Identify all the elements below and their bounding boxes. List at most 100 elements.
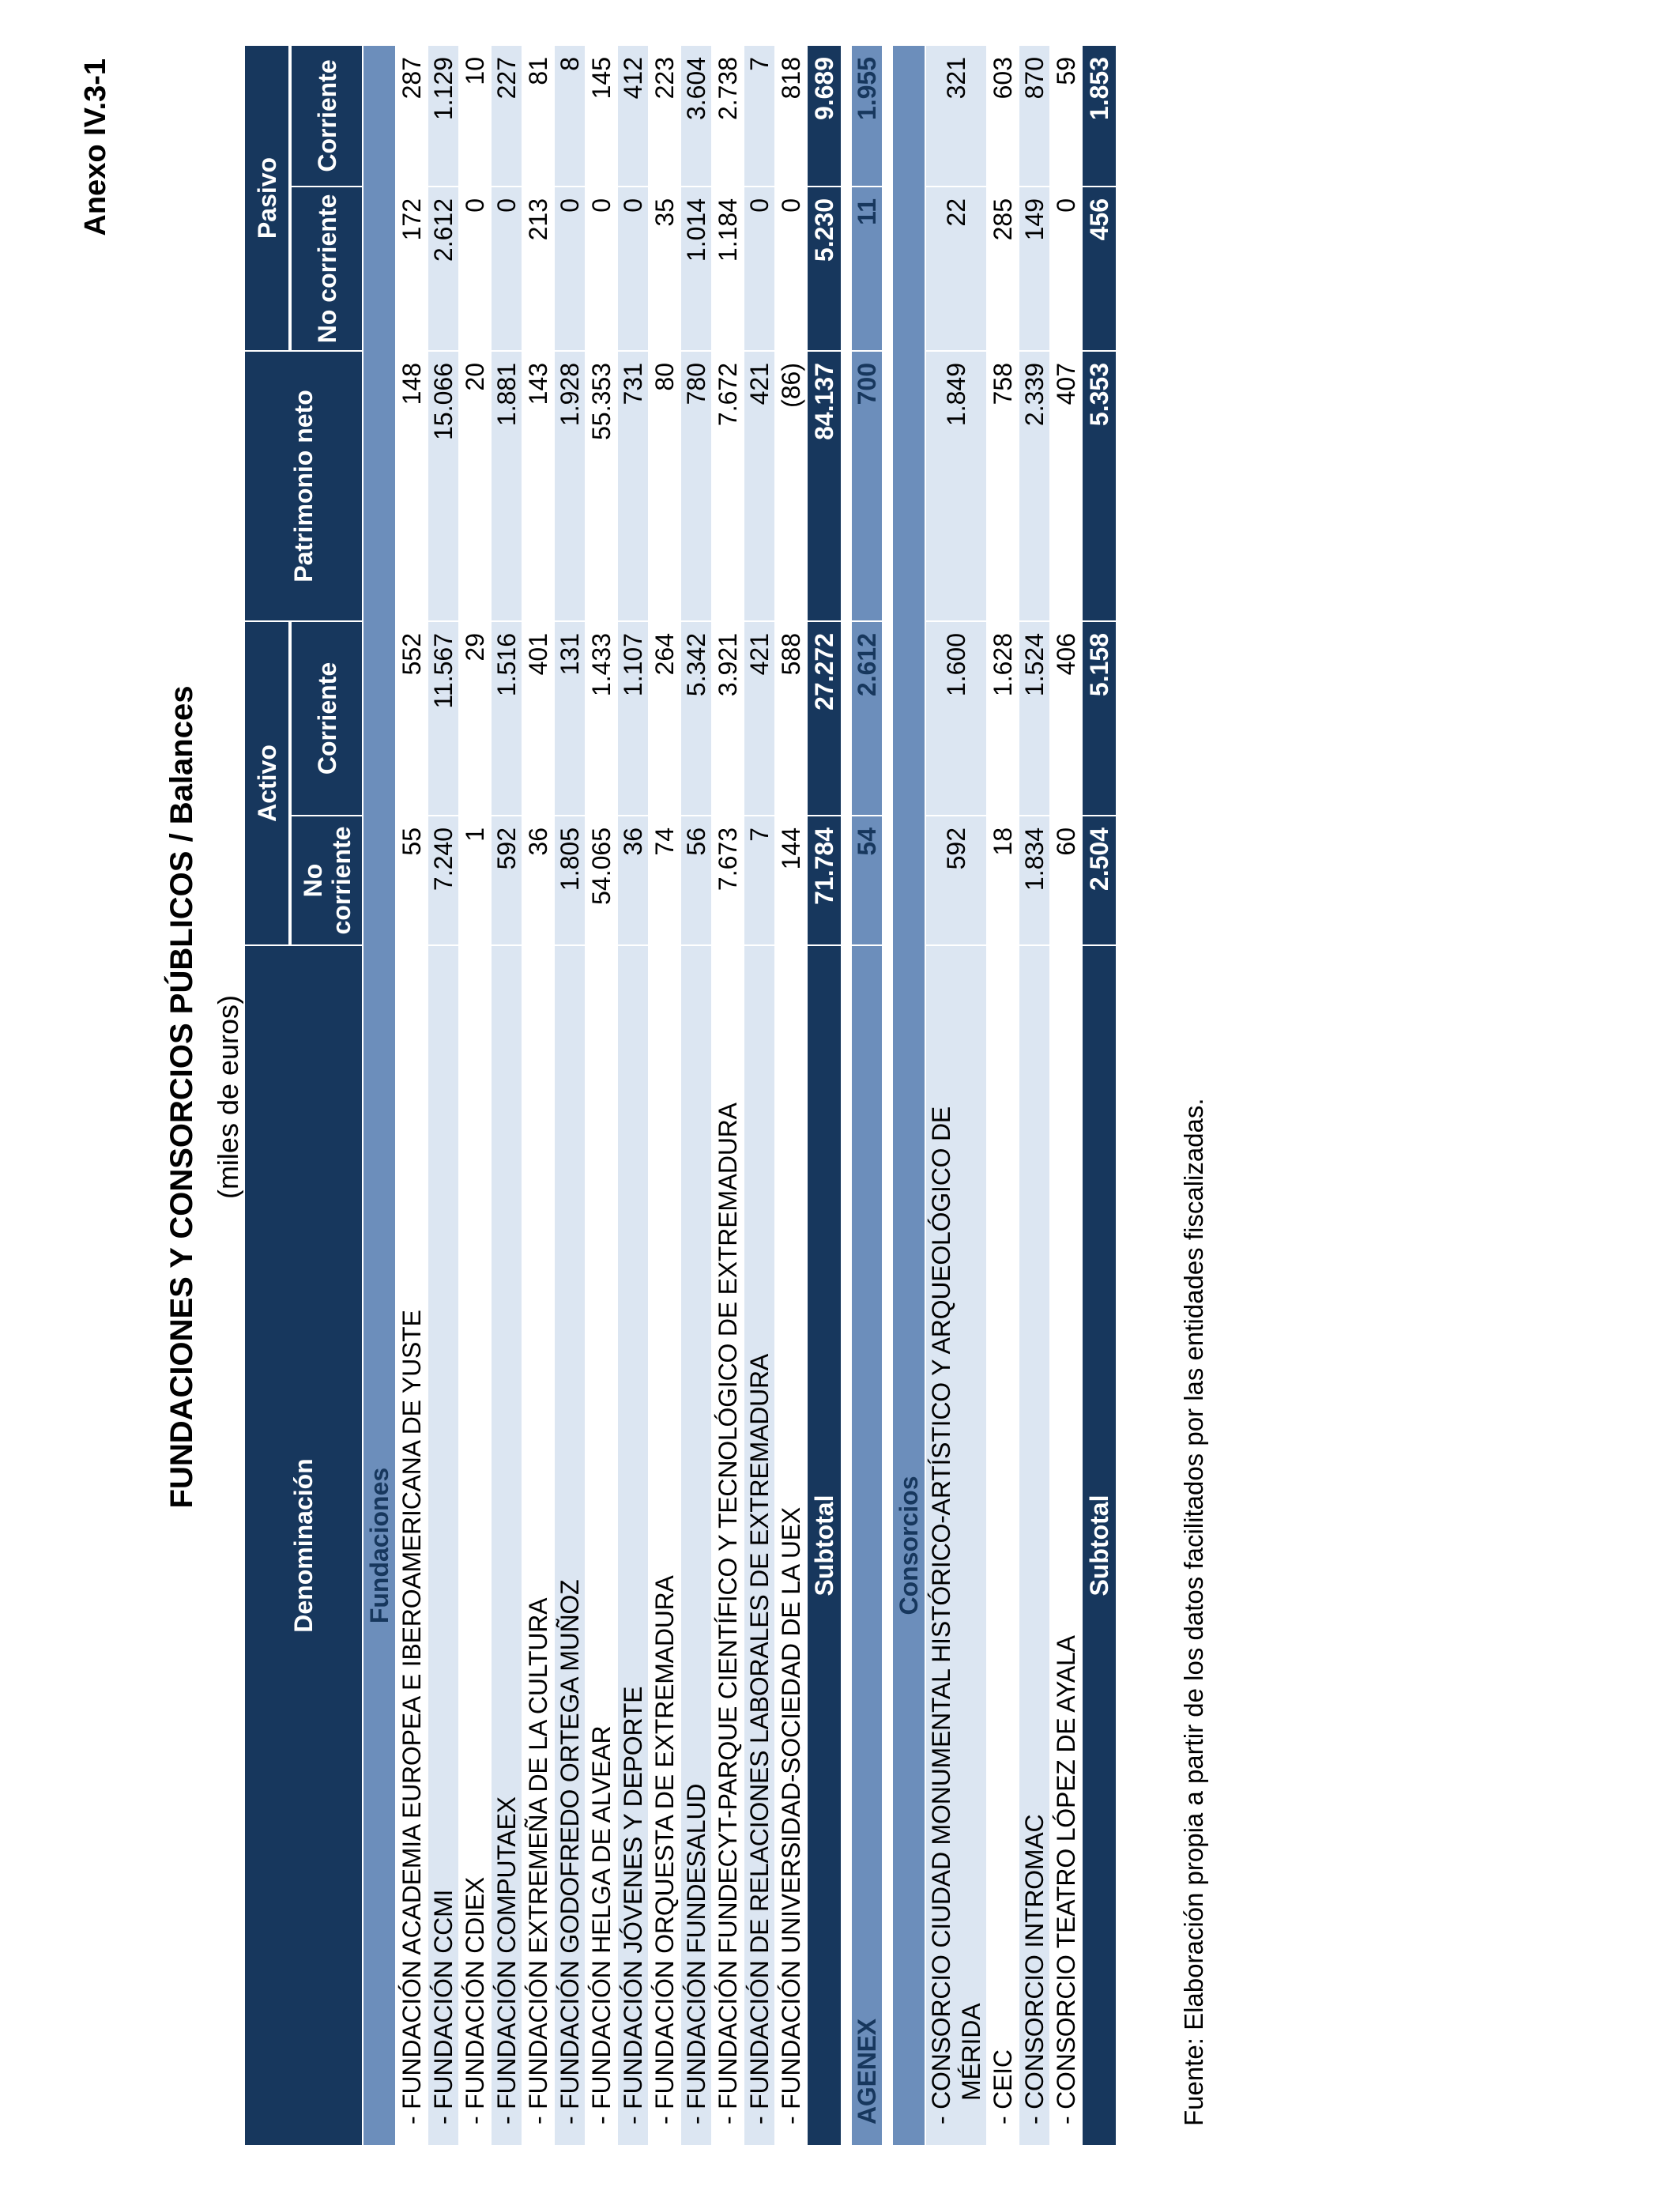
header-activo-corriente: Corriente	[290, 620, 363, 816]
value-cell: 7.673	[712, 816, 744, 945]
value-cell: 1.849	[925, 350, 987, 621]
entity-name: - FUNDACIÓN DE RELACIONES LABORALES DE E…	[745, 1353, 774, 2124]
table-body: Fundaciones - FUNDACIÓN ACADEMIA EUROPEA …	[363, 44, 1117, 2146]
value-cell: 22	[925, 186, 987, 351]
header-activo: Activo	[244, 620, 290, 945]
value-cell: 401	[522, 620, 554, 816]
entity-name-cell: - FUNDACIÓN EXTREMEÑA DE LA CULTURA	[522, 945, 554, 2146]
value-cell: 603	[987, 44, 1019, 187]
value-cell: 1.516	[491, 620, 522, 816]
value-cell: 7.240	[428, 816, 459, 945]
value-cell: 0	[775, 186, 807, 351]
value-cell: 0	[1050, 186, 1082, 351]
value-cell: 1.834	[1019, 816, 1050, 945]
value-cell: 1.805	[554, 816, 586, 945]
section-row: Fundaciones	[363, 44, 396, 2146]
header-activo-no-corriente: No corriente	[290, 816, 363, 945]
value-cell: 148	[396, 350, 428, 621]
entity-name-line2: MÉRIDA	[957, 2003, 985, 2101]
table-header: Denominación Activo Patrimonio neto Pasi…	[244, 44, 363, 2146]
subtotal-value-cell: 84.137	[807, 350, 842, 621]
table-row: - FUNDACIÓN UNIVERSIDAD-SOCIEDAD DE LA U…	[775, 44, 807, 2146]
table-row: - FUNDACIÓN ACADEMIA EUROPEA E IBEROAMER…	[396, 44, 428, 2146]
value-cell: 285	[987, 186, 1019, 351]
table-row: - FUNDACIÓN DE RELACIONES LABORALES DE E…	[744, 44, 775, 2146]
entity-name-cell: - FUNDACIÓN COMPUTAEX	[491, 945, 522, 2146]
value-cell: 1.014	[680, 186, 712, 351]
value-cell: 15.066	[428, 350, 459, 621]
value-cell: 1.433	[586, 620, 617, 816]
entity-name: - FUNDACIÓN ACADEMIA EUROPEA E IBEROAMER…	[397, 1310, 426, 2124]
value-cell: 2.612	[428, 186, 459, 351]
entity-name: - FUNDACIÓN FUNDESALUD	[682, 1783, 710, 2124]
value-cell: 143	[522, 350, 554, 621]
section-label: Fundaciones	[363, 44, 396, 2146]
subtotal-value-cell: 71.784	[807, 816, 842, 945]
header-row-groups: Denominación Activo Patrimonio neto Pasi…	[244, 44, 363, 2146]
value-cell: 1	[459, 816, 491, 945]
value-cell: 592	[491, 816, 522, 945]
entity-name-cell: - FUNDACIÓN DE RELACIONES LABORALES DE E…	[744, 945, 775, 2146]
entity-name-cell: - FUNDACIÓN GODOFREDO ORTEGA MUÑOZ	[554, 945, 586, 2146]
table-row: - FUNDACIÓN CCMI 7.240 11.567 15.066 2.612 1.…	[428, 44, 459, 2146]
value-cell: 552	[396, 620, 428, 816]
value-cell: 29	[459, 620, 491, 816]
value-cell: (86)	[775, 350, 807, 621]
value-cell: 223	[649, 44, 680, 187]
entity-name-cell: AGENEX	[851, 945, 883, 2146]
table-row: - CEIC 18 1.628 758 285 603	[987, 44, 1019, 2146]
entity-name-cell: - FUNDACIÓN UNIVERSIDAD-SOCIEDAD DE LA U…	[775, 945, 807, 2146]
value-cell: 149	[1019, 186, 1050, 351]
entity-name: - FUNDACIÓN HELGA DE ALVEAR	[587, 1725, 616, 2124]
section-row: Consorcios	[892, 44, 925, 2146]
value-cell: 592	[925, 816, 987, 945]
value-cell: 1.600	[925, 620, 987, 816]
subtotal-row: Subtotal 71.784 27.272 84.137 5.230 9.689	[807, 44, 842, 2146]
value-cell: 7.672	[712, 350, 744, 621]
value-cell: 2.738	[712, 44, 744, 187]
value-cell: 1.107	[617, 620, 649, 816]
subtotal-value-cell: 1.853	[1082, 44, 1117, 187]
value-cell: 20	[459, 350, 491, 621]
entity-name: - CONSORCIO TEATRO LÓPEZ DE AYALA	[1052, 1635, 1080, 2124]
value-cell: 780	[680, 350, 712, 621]
annex-label: Anexo IV.3-1	[79, 58, 112, 236]
table-row: - CONSORCIO CIUDAD MONUMENTAL HISTÓRICO-…	[925, 44, 987, 2146]
value-cell: 36	[522, 816, 554, 945]
value-cell: 264	[649, 620, 680, 816]
value-cell: 35	[649, 186, 680, 351]
value-cell: 56	[680, 816, 712, 945]
value-cell: 0	[554, 186, 586, 351]
table-row: - FUNDACIÓN GODOFREDO ORTEGA MUÑOZ 1.805 1…	[554, 44, 586, 2146]
value-cell: 11.567	[428, 620, 459, 816]
entity-name: - FUNDACIÓN UNIVERSIDAD-SOCIEDAD DE LA U…	[777, 1506, 805, 2124]
page-subtitle: (miles de euros)	[212, 994, 244, 1200]
value-cell: 2.612	[851, 620, 883, 816]
value-cell: 59	[1050, 44, 1082, 187]
header-pasivo-corriente: Corriente	[290, 44, 363, 187]
value-cell: 700	[851, 350, 883, 621]
value-cell: 18	[987, 816, 1019, 945]
value-cell: 731	[617, 350, 649, 621]
balance-table: Denominación Activo Patrimonio neto Pasi…	[243, 44, 1117, 2147]
value-cell: 758	[987, 350, 1019, 621]
value-cell: 144	[775, 816, 807, 945]
header-patrimonio-neto: Patrimonio neto	[244, 350, 363, 621]
value-cell: 7	[744, 816, 775, 945]
value-cell: 10	[459, 44, 491, 187]
entity-name-cell: - CONSORCIO CIUDAD MONUMENTAL HISTÓRICO-…	[925, 945, 987, 2146]
subtotal-value-cell: 5.158	[1082, 620, 1117, 816]
table-row: - FUNDACIÓN COMPUTAEX 592 1.516 1.881 0 227	[491, 44, 522, 2146]
value-cell: 321	[925, 44, 987, 187]
subtotal-row: Subtotal 2.504 5.158 5.353 456 1.853	[1082, 44, 1117, 2146]
value-cell: 2.339	[1019, 350, 1050, 621]
value-cell: 0	[459, 186, 491, 351]
subtotal-value-cell: 456	[1082, 186, 1117, 351]
subtotal-label: Subtotal	[807, 945, 842, 2146]
table-row: - FUNDACIÓN ORQUESTA DE EXTREMADURA 74 264…	[649, 44, 680, 2146]
gap-cell	[883, 44, 892, 2146]
value-cell: 60	[1050, 816, 1082, 945]
value-cell: 1.928	[554, 350, 586, 621]
entity-name-cell: - FUNDACIÓN FUNDECYT-PARQUE CIENTÍFICO Y…	[712, 945, 744, 2146]
